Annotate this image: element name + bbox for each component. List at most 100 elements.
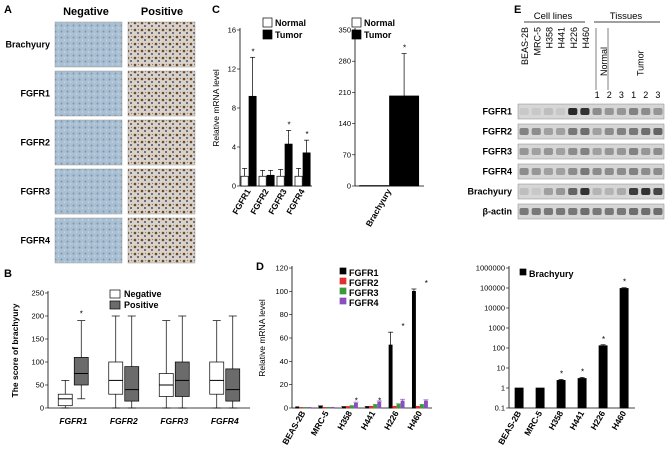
bar-brachyury: [556, 380, 566, 409]
blot-band: [616, 108, 626, 115]
y-tick-label: 100: [275, 287, 288, 296]
ihc-row-label: FGFR1: [20, 89, 50, 99]
y-tick-label: 0: [232, 182, 236, 191]
y-tick-label: 250: [31, 289, 44, 298]
bar-fgfr3: [326, 406, 331, 409]
blot-band: [531, 108, 541, 115]
bar-fgfr2: [392, 406, 397, 409]
blot-band: [580, 108, 590, 115]
blot-band: [653, 208, 663, 215]
blot-band: [616, 188, 626, 195]
tissue-number: 3: [655, 90, 660, 100]
bar-brachyury: [577, 378, 587, 409]
x-category-label: FGFR3: [160, 416, 188, 426]
box-positive: [174, 361, 190, 397]
x-category-label: H226: [382, 409, 401, 432]
box-negative: [57, 393, 73, 407]
x-category-label: BEAS-2B: [496, 409, 523, 446]
bar-fgfr2: [322, 407, 327, 409]
ihc-col-positive: Positive: [141, 6, 183, 18]
significance-marker: *: [581, 367, 584, 376]
legend-label: Tumor: [364, 30, 392, 40]
y-tick-label: 350: [338, 26, 351, 35]
legend-label: FGFR1: [349, 268, 379, 278]
blot-band: [592, 148, 602, 155]
bar-tumor: [389, 95, 420, 187]
bar-fgfr2: [415, 406, 420, 409]
blot-band: [629, 128, 639, 135]
significance-marker: *: [623, 278, 626, 287]
bar-fgfr1: [365, 406, 370, 409]
y-tick-label: 10000: [484, 304, 505, 313]
blot-band: [531, 148, 541, 155]
bar-brachyury: [598, 345, 608, 409]
ihc-image-positive: [127, 70, 196, 117]
y-tick-label: 140: [338, 119, 351, 128]
cell-line-label: H226: [569, 27, 579, 49]
bar-normal: [294, 175, 303, 187]
x-category-label: H441: [359, 409, 378, 432]
legend-label: Tumor: [275, 30, 303, 40]
box-negative: [209, 361, 225, 395]
x-category-label: BEAS-2B: [280, 409, 307, 446]
panel-d: D 0 20 40 60 80 100 120 Relative mRNA level BEAS…: [256, 261, 635, 446]
legend-swatch: [351, 29, 362, 40]
tissue-number: 3: [619, 90, 624, 100]
blot-band: [592, 208, 602, 215]
panel-b: B 0 50 100 150 200 250 The score of brachyury F…: [4, 268, 250, 426]
blot-band: [641, 108, 651, 115]
bar-fgfr2: [345, 406, 350, 409]
bar-tumor: [302, 152, 311, 187]
legend-swatch: [351, 17, 362, 28]
blot-strip: [517, 143, 665, 160]
ihc-image-negative: [54, 70, 123, 117]
blot-band: [580, 168, 590, 175]
y-tick-label: 16: [228, 26, 236, 35]
blot-label: FGFR1: [482, 107, 512, 117]
box-positive: [225, 368, 241, 402]
panel-a-label: A: [4, 4, 12, 16]
bar-fgfr3: [373, 404, 378, 409]
blot-band: [629, 108, 639, 115]
blot-band: [543, 108, 553, 115]
bar-fgfr3: [303, 407, 308, 409]
y-tick-label: 20: [280, 380, 288, 389]
bar-brachyury: [535, 387, 545, 409]
bar-fgfr1: [295, 406, 300, 409]
bar-fgfr1: [388, 344, 393, 409]
blot-band: [568, 208, 578, 215]
blot-band: [629, 208, 639, 215]
blot-band: [641, 168, 651, 175]
bar-brachyury: [514, 387, 524, 409]
panel-c-label: C: [212, 4, 220, 16]
x-category-label: H441: [567, 409, 586, 432]
y-tick-label: 280: [338, 57, 351, 66]
cell-line-label: BEAS-2B: [520, 27, 530, 65]
legend-swatch: [262, 29, 273, 40]
bar-fgfr1: [341, 406, 346, 409]
group-label-tissues: Tissues: [610, 11, 643, 22]
blot-band: [543, 208, 553, 215]
ihc-image-negative: [54, 119, 123, 166]
blot-band: [653, 168, 663, 175]
bar-fgfr3: [349, 405, 354, 409]
legend-label: Negative: [124, 289, 162, 299]
blot-band: [604, 148, 614, 155]
blot-band: [604, 128, 614, 135]
bar-normal: [359, 185, 390, 187]
legend-label: Normal: [364, 18, 395, 28]
blot-strip: [517, 183, 665, 200]
bar-normal: [276, 175, 285, 187]
y-tick-label: 210: [338, 88, 351, 97]
box-positive: [124, 366, 140, 402]
blot-band: [531, 128, 541, 135]
ihc-image-negative: [54, 217, 123, 264]
ihc-image-negative: [54, 168, 123, 215]
legend-label: Normal: [275, 18, 306, 28]
bar-normal: [240, 175, 249, 187]
significance-marker: *: [80, 310, 83, 319]
blot-strip: [517, 103, 665, 120]
